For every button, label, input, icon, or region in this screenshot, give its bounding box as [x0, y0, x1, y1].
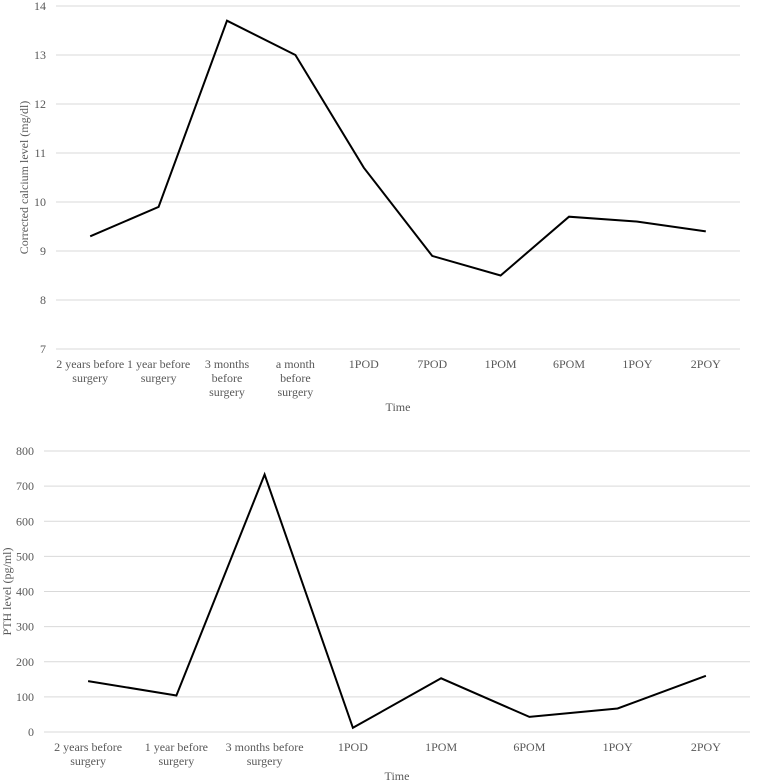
- y-axis-title: PTH level (pg/ml): [0, 548, 14, 636]
- x-tick-label: 1 year before surgery: [127, 357, 190, 385]
- y-tick-label: 8: [40, 293, 46, 307]
- y-tick-label: 300: [16, 620, 34, 634]
- y-tick-label: 9: [40, 244, 46, 258]
- x-tick-label: 1POD: [338, 740, 368, 754]
- series-line: [89, 19, 706, 277]
- y-tick-label: 500: [16, 549, 34, 563]
- y-tick-label: 0: [28, 725, 34, 739]
- x-tick-label: 3 months before surgery: [205, 357, 250, 399]
- y-tick-label: 800: [16, 444, 34, 458]
- y-tick-label: 100: [16, 690, 34, 704]
- x-tick-label: 1POM: [485, 357, 517, 371]
- y-tick-label: 11: [34, 146, 46, 160]
- x-tick-label: 1POY: [603, 740, 633, 754]
- pth-chart: 0 100 200 300 400 500 600 700 800 2 years before s…: [0, 444, 750, 783]
- y-tick-label: 14: [34, 0, 46, 13]
- series-line: [87, 471, 707, 730]
- y-tick-label: 700: [16, 479, 34, 493]
- x-tick-label: 2POY: [691, 357, 721, 371]
- y-tick-label: 13: [34, 48, 46, 62]
- y-tick-label: 10: [34, 195, 46, 209]
- y-tick-label: 12: [34, 97, 46, 111]
- x-tick-label: a month before surgery: [276, 357, 315, 399]
- y-tick-label: 400: [16, 585, 34, 599]
- x-axis-title: Time: [386, 400, 411, 414]
- y-axis-title: Corrected calcium level (mg/dl): [17, 101, 31, 255]
- x-axis-title: Time: [385, 769, 410, 783]
- y-tick-label: 200: [16, 655, 34, 669]
- x-tick-label: 2POY: [691, 740, 721, 754]
- x-tick-label: 7POD: [417, 357, 447, 371]
- x-tick-label: 1POY: [622, 357, 652, 371]
- x-tick-label: 1POM: [425, 740, 457, 754]
- y-tick-label: 7: [40, 342, 46, 356]
- x-tick-label: 2 years before surgery: [54, 740, 122, 768]
- x-tick-label: 2 years before surgery: [56, 357, 124, 385]
- x-tick-label: 1POD: [349, 357, 379, 371]
- x-tick-label: 1 year before surgery: [145, 740, 208, 768]
- x-tick-label: 6POM: [553, 357, 585, 371]
- x-tick-label: 6POM: [513, 740, 545, 754]
- y-tick-label: 600: [16, 514, 34, 528]
- x-tick-label: 3 months before surgery: [226, 740, 304, 768]
